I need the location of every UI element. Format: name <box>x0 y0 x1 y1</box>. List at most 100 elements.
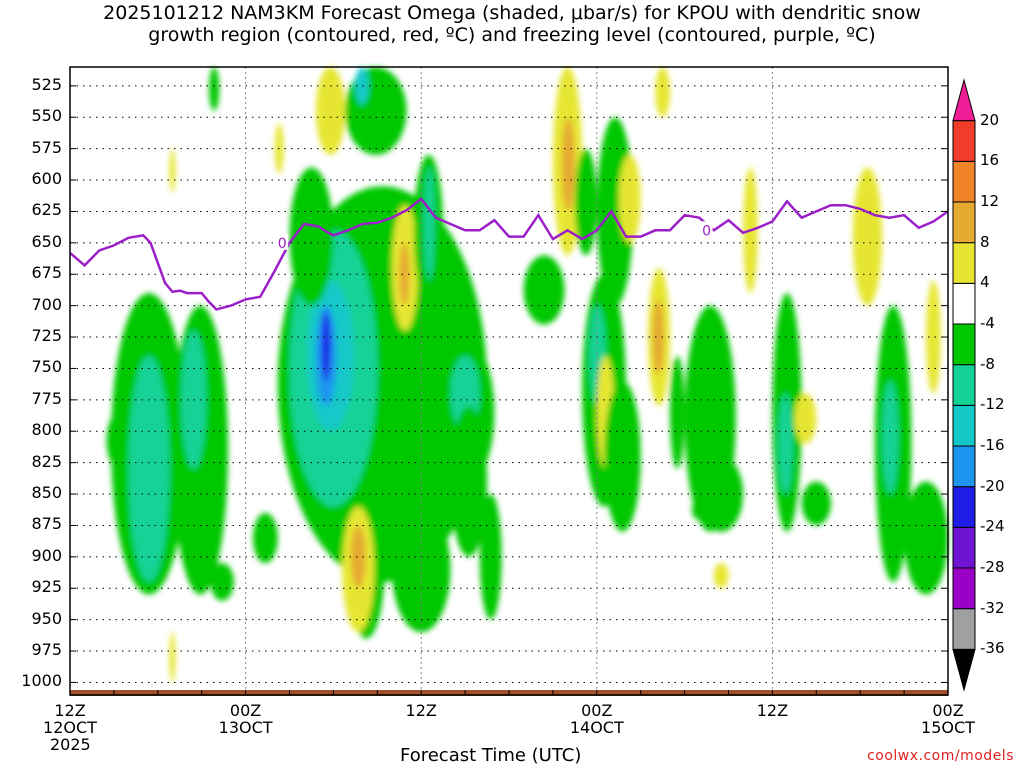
x-tick-label-5-0: 00Z <box>932 701 964 720</box>
colorbar-swatch-0 <box>952 648 976 692</box>
colorbar-swatch-3 <box>952 526 976 569</box>
omega-region-44 <box>652 299 665 375</box>
chart-title-line-2: growth region (contoured, red, ºC) and f… <box>148 24 876 46</box>
x-tick-label-0-2: 2025 <box>50 735 91 754</box>
omega-region-24 <box>350 525 366 589</box>
omega-region-32 <box>479 494 502 620</box>
omega-region-8 <box>169 148 176 193</box>
y-tick-label-650: 650 <box>31 231 62 251</box>
credit-text: coolwx.com/models <box>867 748 1014 764</box>
freezing-level-line <box>69 197 949 311</box>
x-tick-label-3-0: 00Z <box>581 701 613 720</box>
omega-region-18 <box>345 67 407 155</box>
omega-region-53 <box>794 393 817 444</box>
omega-region-11 <box>209 67 220 111</box>
colorbar-swatch-8 <box>952 323 976 366</box>
y-tick-label-775: 775 <box>31 388 62 408</box>
colorbar-swatch-14 <box>952 78 976 122</box>
omega-region-6 <box>210 563 234 601</box>
y-tick-label-850: 850 <box>31 483 62 503</box>
y-tick-label-875: 875 <box>31 514 62 534</box>
colorbar-swatch-10 <box>952 242 976 284</box>
colorbar-swatch-5 <box>952 445 976 488</box>
omega-region-55 <box>852 167 883 306</box>
colorbar-label-4: 4 <box>980 273 990 292</box>
omega-region-60 <box>691 500 703 520</box>
colorbar-swatch-4 <box>952 486 976 528</box>
colorbar-label-6: -8 <box>980 354 995 373</box>
x-tick-label-5-1: 15OCT <box>921 718 975 737</box>
colorbar-swatch-12 <box>952 160 976 203</box>
omega-region-41 <box>618 154 641 243</box>
x-axis-title: Forecast Time (UTC) <box>400 745 582 766</box>
colorbar-label-12: -32 <box>980 598 1005 617</box>
omega-region-9 <box>169 632 176 683</box>
colorbar-label-9: -20 <box>980 476 1005 495</box>
chart-title-line-1: 2025101212 NAM3KM Forecast Omega (shaded… <box>103 2 921 24</box>
colorbar-swatch-6 <box>952 404 976 447</box>
colorbar-swatch-11 <box>952 201 976 244</box>
omega-region-57 <box>882 381 899 495</box>
omega-region-46 <box>669 355 685 469</box>
y-tick-label-800: 800 <box>31 420 62 440</box>
colorbar-label-1: 16 <box>980 151 1000 170</box>
omega-region-16 <box>321 311 331 381</box>
omega-region-52 <box>778 393 793 495</box>
y-tick-label-625: 625 <box>31 200 62 220</box>
colorbar-label-11: -28 <box>980 558 1005 576</box>
x-tick-label-1-0: 00Z <box>229 701 262 720</box>
omega-region-21 <box>391 506 451 633</box>
omega-region-7 <box>252 512 278 564</box>
colorbar-swatch-9 <box>952 282 976 325</box>
x-tick-label-4-0: 12Z <box>756 701 789 720</box>
x-tick-label-2-0: 12Z <box>405 701 437 720</box>
x-tick-label-0-1: 12OCT <box>43 718 97 737</box>
colorbar-label-13: -36 <box>980 639 1005 658</box>
y-tick-label-825: 825 <box>31 451 62 471</box>
omega-region-59 <box>926 280 941 394</box>
y-tick-label-900: 900 <box>31 545 62 565</box>
y-tick-label-575: 575 <box>31 137 62 157</box>
omega-region-17 <box>289 167 334 306</box>
omega-region-19 <box>355 67 369 105</box>
omega-region-28 <box>424 167 435 281</box>
omega-region-45 <box>655 67 670 118</box>
colorbar-label-3: 8 <box>980 232 990 251</box>
x-tick-label-0-0: 12Z <box>54 701 86 720</box>
colorbar-label-7: -12 <box>980 395 1005 414</box>
y-tick-label-675: 675 <box>31 263 62 283</box>
freezing-level-label-1: 0 <box>702 223 711 239</box>
colorbar-swatch-2 <box>952 567 976 610</box>
omega-region-58 <box>904 481 948 595</box>
colorbar-label-0: 20 <box>980 110 1000 129</box>
colorbar-label-5: -4 <box>980 314 995 332</box>
omega-region-31 <box>450 406 488 557</box>
x-tick-label-3-1: 14OCT <box>569 718 624 737</box>
omega-region-36 <box>574 148 597 256</box>
colorbar-swatch-7 <box>952 364 976 406</box>
y-tick-label-525: 525 <box>31 74 62 94</box>
colorbar-swatch-1 <box>952 608 976 650</box>
y-tick-label-1000: 1000 <box>21 671 62 691</box>
omega-region-33 <box>523 255 565 325</box>
colorbar-label-8: -16 <box>980 436 1005 454</box>
omega-region-54 <box>801 481 831 526</box>
colorbar-label-2: 12 <box>980 192 1000 210</box>
omega-region-2 <box>128 355 170 582</box>
omega-region-22 <box>315 67 346 155</box>
y-tick-label-600: 600 <box>31 169 62 189</box>
y-tick-label-950: 950 <box>31 608 62 628</box>
y-tick-label-700: 700 <box>31 294 62 314</box>
colorbar-swatch-13 <box>952 120 976 162</box>
y-tick-label-975: 975 <box>31 640 62 660</box>
y-tick-label-925: 925 <box>31 577 62 597</box>
omega-region-42 <box>604 381 641 532</box>
colorbar-label-10: -24 <box>980 517 1005 536</box>
omega-region-35 <box>561 117 575 212</box>
y-tick-label-725: 725 <box>31 326 62 346</box>
omega-region-26 <box>399 242 410 306</box>
freezing-level-label-0: 0 <box>278 236 287 252</box>
omega-region-49 <box>713 563 729 589</box>
x-tick-label-1-1: 13OCT <box>218 718 273 737</box>
